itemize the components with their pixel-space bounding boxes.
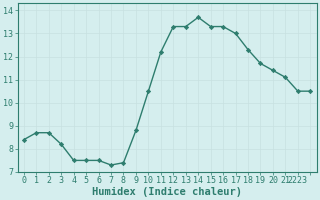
X-axis label: Humidex (Indice chaleur): Humidex (Indice chaleur) <box>92 186 242 197</box>
